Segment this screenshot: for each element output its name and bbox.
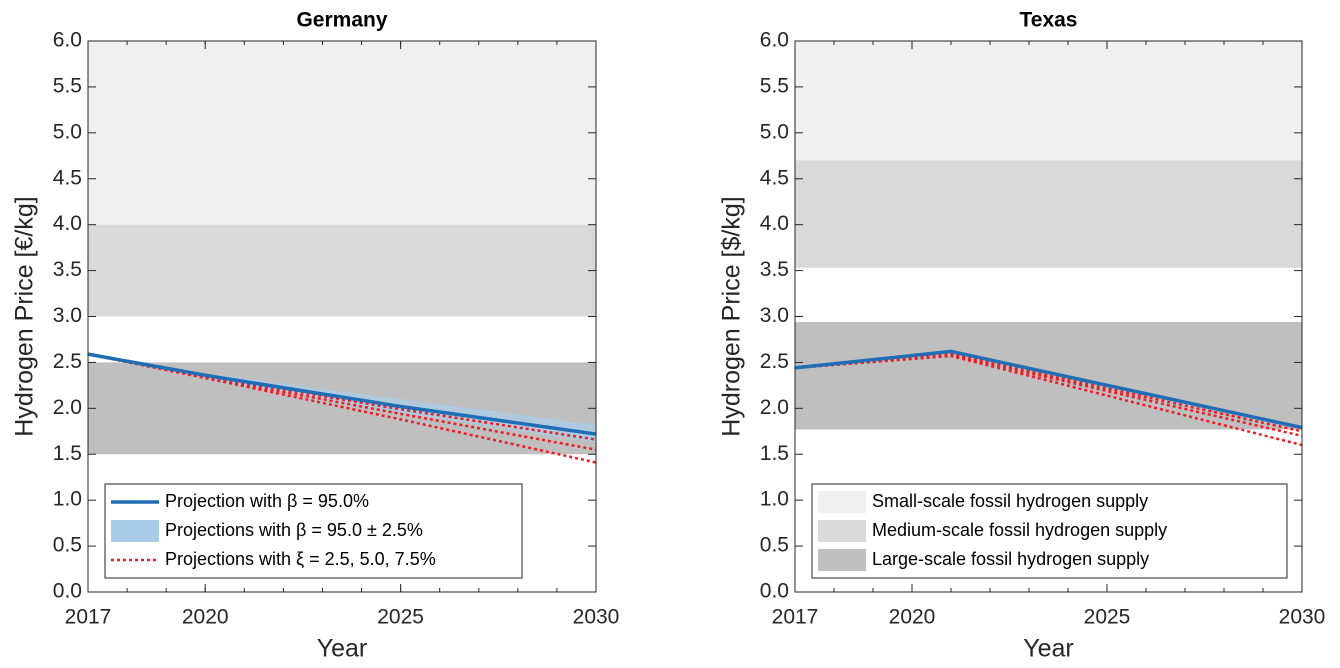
x-tick-label: 2025 <box>1084 606 1131 629</box>
y-axis-label: Hydrogen Price [$/kg] <box>718 196 746 436</box>
supply-band <box>795 160 1302 268</box>
x-axis-label: Year <box>317 635 368 663</box>
dotted-projection <box>794 354 1303 447</box>
x-tick-label: 2020 <box>182 606 229 629</box>
dotted-projection <box>87 352 597 451</box>
y-tick-label: 6.0 <box>53 29 82 52</box>
x-tick-label: 2020 <box>889 606 936 629</box>
y-tick-label: 0.0 <box>760 580 789 603</box>
y-tick-label: 3.0 <box>760 304 789 327</box>
y-tick-label: 3.5 <box>53 258 82 281</box>
legend-label: Small-scale fossil hydrogen supply <box>872 491 1148 511</box>
y-tick-label: 2.5 <box>760 350 789 373</box>
y-tick-label: 6.0 <box>760 29 789 52</box>
chart-title: Texas <box>1020 9 1078 32</box>
legend-swatch <box>818 549 866 571</box>
supply-band <box>88 362 596 455</box>
supply-band <box>88 41 596 225</box>
legend-swatch <box>818 491 866 513</box>
y-tick-label: 1.5 <box>760 442 789 465</box>
y-tick-label: 4.0 <box>53 212 82 235</box>
legend-box <box>104 483 523 579</box>
x-tick-label: 2030 <box>573 606 620 629</box>
y-tick-label: 3.0 <box>53 304 82 327</box>
y-tick-label: 5.5 <box>760 74 789 97</box>
legend-label: Medium-scale fossil hydrogen supply <box>872 520 1167 540</box>
y-tick-label: 4.5 <box>760 166 789 189</box>
x-tick-label: 2025 <box>377 606 424 629</box>
y-tick-label: 2.0 <box>53 396 82 419</box>
y-tick-label: 2.5 <box>53 350 82 373</box>
y-tick-label: 1.0 <box>53 488 82 511</box>
supply-band <box>88 224 596 317</box>
legend-label: Projections with β = 95.0 ± 2.5% <box>165 520 423 540</box>
legend: Projection with β = 95.0% Projections wit… <box>104 483 523 579</box>
projection-line <box>794 349 1303 430</box>
legend-label: Projections with ξ = 2.5, 5.0, 7.5% <box>165 549 436 569</box>
y-tick-label: 0.5 <box>53 534 82 557</box>
y-axis-label: Hydrogen Price [€/kg] <box>11 196 39 436</box>
y-tick-label: 4.5 <box>53 166 82 189</box>
x-axis-label: Year <box>1023 635 1074 663</box>
legend-swatch <box>818 520 866 542</box>
y-tick-label: 1.5 <box>53 442 82 465</box>
projection-line <box>87 352 597 436</box>
y-tick-label: 4.0 <box>760 212 789 235</box>
panel: 2017 2020 2025 2030 0.0 0.5 1.0 1.5 2.0 2.5 3.0 3.5… <box>718 9 1326 663</box>
chart-title: Germany <box>296 9 387 32</box>
y-tick-label: 3.5 <box>760 258 789 281</box>
legend-box <box>811 483 1288 579</box>
y-tick-label: 1.0 <box>760 488 789 511</box>
legend-label: Large-scale fossil hydrogen supply <box>872 549 1149 569</box>
panel: 2017 2020 2025 2030 0.0 0.5 1.0 1.5 2.0 2.5 3.0 3.5… <box>11 9 620 663</box>
legend: Small-scale fossil hydrogen supply Medium… <box>811 483 1288 579</box>
x-tick-label: 2017 <box>772 606 819 629</box>
x-tick-label: 2017 <box>65 606 112 629</box>
x-tick-label: 2030 <box>1279 606 1326 629</box>
y-tick-label: 5.0 <box>760 120 789 143</box>
supply-band <box>795 322 1302 430</box>
legend-swatch <box>111 520 159 542</box>
dotted-projection <box>87 352 597 441</box>
supply-band <box>795 41 1302 161</box>
legend-label: Projection with β = 95.0% <box>165 491 369 511</box>
y-tick-label: 2.0 <box>760 396 789 419</box>
y-tick-label: 0.5 <box>760 534 789 557</box>
y-tick-label: 5.5 <box>53 74 82 97</box>
y-tick-label: 0.0 <box>53 580 82 603</box>
y-tick-label: 5.0 <box>53 120 82 143</box>
